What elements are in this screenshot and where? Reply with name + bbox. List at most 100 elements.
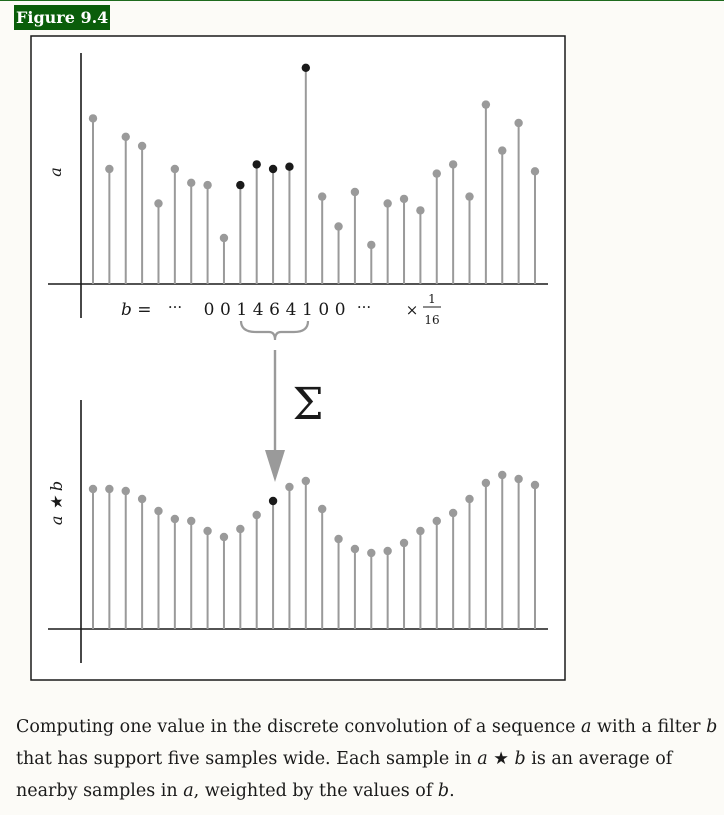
- bottom-axis-label: a ★ b: [47, 481, 66, 525]
- caption-text: that has support five samples wide. Each…: [16, 749, 478, 769]
- caption-var-a: a: [581, 717, 592, 737]
- caption-text: Computing one value in the discrete conv…: [16, 717, 582, 737]
- top-sample-point: [367, 240, 376, 250]
- bottom-stems: [88, 470, 540, 629]
- bottom-sample-point: [350, 544, 360, 554]
- top-axis-label: a: [46, 167, 65, 177]
- bottom-sample-point: [301, 476, 311, 486]
- top-sample-point: [137, 141, 147, 151]
- top-sample-point: [399, 194, 409, 204]
- filter-digit: 6: [269, 300, 280, 320]
- filter-digit: 0: [204, 300, 215, 320]
- caption-line-2: that has support five samples wide. Each…: [16, 743, 724, 775]
- bottom-sample-point: [121, 486, 130, 496]
- bottom-sample-point: [481, 478, 491, 488]
- bottom-sample-point: [170, 514, 180, 524]
- bottom-sample-point: [383, 546, 392, 556]
- filter-digit: 0: [335, 300, 346, 320]
- bottom-sample-point: [285, 482, 294, 492]
- bottom-sample-point: [465, 494, 474, 504]
- bottom-sample-point: [416, 526, 425, 536]
- bottom-sample-point: [498, 470, 507, 480]
- top-sample-point: [498, 146, 507, 155]
- bottom-sample-highlight-point: [268, 496, 278, 506]
- top-sample-point: [514, 118, 523, 128]
- top-sample-highlight-point: [301, 63, 311, 72]
- filter-digit: 1: [236, 300, 247, 320]
- top-sample-point: [219, 233, 229, 243]
- top-rule: [0, 0, 724, 1]
- caption-text: nearby samples in: [16, 781, 184, 801]
- top-sample-point: [88, 114, 98, 123]
- bottom-sample-point: [448, 508, 458, 518]
- top-sample-point: [481, 100, 491, 109]
- figure-caption: Computing one value in the discrete conv…: [16, 711, 724, 807]
- sum-symbol: Σ: [292, 379, 323, 430]
- top-sample-point: [334, 222, 343, 231]
- top-sample-point: [105, 164, 114, 174]
- arrow-head: [265, 450, 285, 482]
- top-sample-point: [432, 169, 441, 178]
- filter-digit: 4: [286, 300, 297, 320]
- top-sample-point: [383, 199, 392, 208]
- bottom-sample-point: [203, 526, 212, 536]
- bottom-sample-point: [334, 534, 343, 544]
- filter-ellipsis-right: ···: [357, 298, 371, 316]
- caption-line-3: nearby samples in a, weighted by the val…: [16, 775, 724, 807]
- top-sample-point: [448, 160, 458, 169]
- caption-star: ★: [487, 749, 515, 769]
- top-sample-point: [154, 199, 163, 208]
- caption-var-b: b: [514, 749, 526, 769]
- top-sample-point: [530, 167, 540, 176]
- caption-var-b: b: [706, 717, 718, 737]
- bottom-sample-point: [187, 516, 196, 526]
- top-sample-point: [416, 206, 425, 215]
- top-sample-highlight-point: [252, 160, 261, 169]
- filter-brace: [239, 320, 310, 341]
- filter-digit: 1: [302, 300, 313, 320]
- filter-digit: 4: [253, 300, 264, 320]
- caption-var-b: b: [437, 781, 450, 801]
- top-sample-point: [350, 187, 360, 197]
- bottom-sample-point: [105, 484, 114, 494]
- bottom-sample-point: [399, 538, 409, 548]
- caption-text: , weighted by the values of: [193, 781, 438, 801]
- top-sample-highlight-point: [268, 164, 278, 174]
- bottom-sample-point: [137, 494, 147, 504]
- bottom-sample-point: [317, 504, 327, 514]
- filter-digit: 0: [318, 300, 329, 320]
- top-sample-highlight-point: [236, 180, 245, 190]
- figure-frame: [30, 35, 566, 681]
- top-stems: [88, 63, 540, 284]
- top-sample-point: [317, 192, 327, 201]
- bottom-sample-point: [252, 510, 261, 520]
- bottom-sample-point: [367, 548, 376, 558]
- scale-denominator: 16: [424, 313, 439, 327]
- bottom-sample-point: [514, 474, 523, 484]
- caption-var-a: a: [477, 749, 488, 769]
- caption-text: with a filter: [591, 717, 707, 737]
- top-sample-point: [465, 192, 474, 201]
- bottom-sample-point: [530, 480, 540, 490]
- bottom-sample-point: [236, 524, 245, 534]
- top-sample-highlight-point: [285, 162, 294, 171]
- caption-line-1: Computing one value in the discrete conv…: [16, 711, 724, 743]
- caption-var-a: a: [183, 781, 194, 801]
- bottom-sample-point: [219, 532, 229, 542]
- bottom-sample-point: [154, 506, 163, 516]
- scale-times: ×: [406, 301, 419, 319]
- top-sample-point: [121, 132, 130, 141]
- filter-prefix: b =: [121, 300, 152, 320]
- caption-text: .: [449, 781, 455, 801]
- filter-ellipsis-left: ···: [168, 298, 182, 316]
- figure-label: Figure 9.4: [14, 5, 111, 30]
- top-sample-point: [187, 178, 196, 187]
- caption-text: is an average of: [525, 749, 673, 769]
- filter-digit: 0: [220, 300, 231, 320]
- bottom-sample-point: [88, 484, 98, 494]
- scale-numerator: 1: [428, 292, 436, 306]
- top-sample-point: [203, 180, 212, 190]
- bottom-sample-point: [432, 516, 441, 526]
